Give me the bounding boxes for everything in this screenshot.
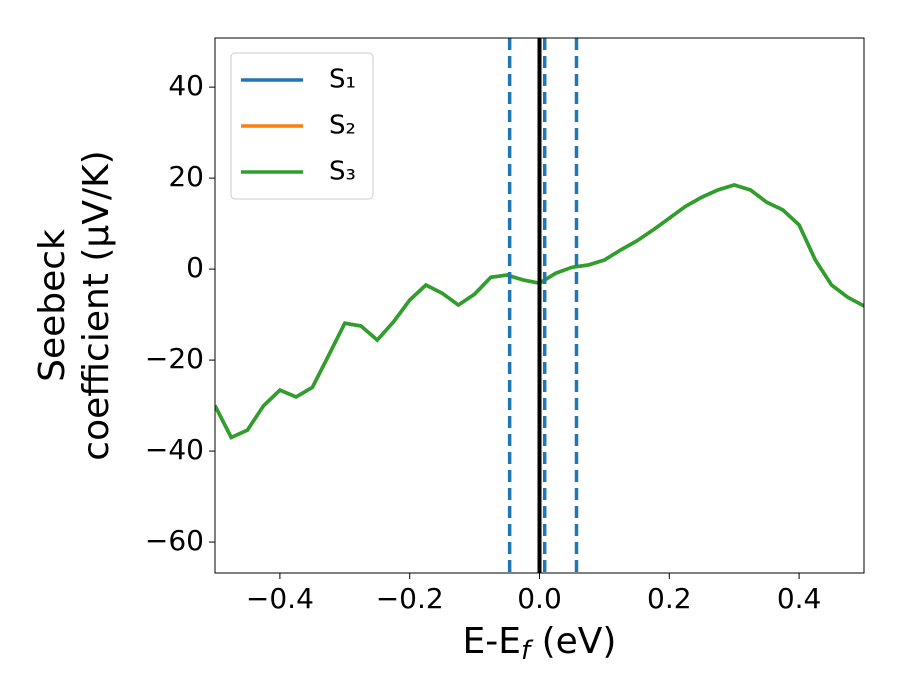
y-tick-label: −60 [145, 524, 204, 557]
y-tick-label: −20 [145, 342, 204, 375]
x-tick-label: 0.2 [647, 582, 692, 615]
y-tick-label: 20 [168, 160, 204, 193]
y-axis-label: Seebeckcoefficient (μV/K) [32, 150, 117, 460]
x-tick-label: −0.2 [376, 582, 444, 615]
plot-frame [214, 37, 865, 574]
x-label-part: E-E [463, 621, 521, 662]
legend-label: S₃ [329, 157, 356, 187]
legend-label: S₂ [329, 111, 356, 141]
y-tick-label: −40 [145, 433, 204, 466]
y-label-line: Seebeck [32, 229, 73, 382]
x-tick-label: 0.4 [777, 582, 822, 615]
y-label-line: coefficient (μV/K) [76, 150, 117, 460]
x-tick-label: 0.0 [517, 582, 562, 615]
x-tick-label: −0.4 [246, 582, 314, 615]
x-axis-label: E-Ef (eV) [463, 621, 617, 666]
legend-label: S₁ [329, 65, 356, 95]
y-tick-label: 0 [186, 251, 204, 284]
x-label-part: (eV) [530, 621, 616, 662]
y-tick-label: 40 [168, 69, 204, 102]
